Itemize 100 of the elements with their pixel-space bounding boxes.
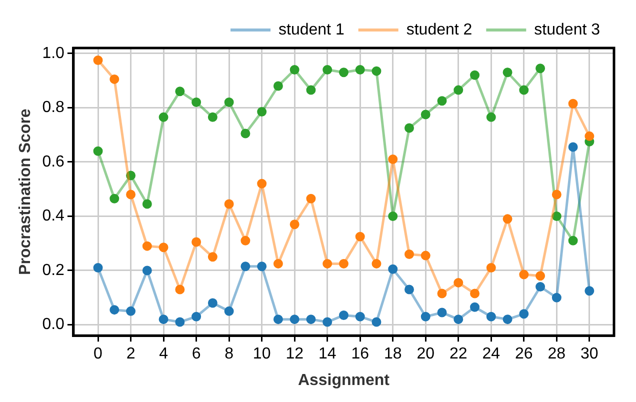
point xyxy=(257,107,267,117)
x-tick-label: 10 xyxy=(252,346,271,363)
point xyxy=(519,85,529,95)
point xyxy=(126,190,136,200)
point xyxy=(486,312,496,322)
point xyxy=(224,98,234,108)
point xyxy=(240,262,250,272)
point xyxy=(322,317,332,327)
point xyxy=(224,306,234,316)
point xyxy=(420,312,430,322)
point xyxy=(420,250,430,260)
x-tick-label: 8 xyxy=(224,346,234,363)
point xyxy=(584,131,594,141)
point xyxy=(142,199,152,209)
point xyxy=(470,70,480,80)
point xyxy=(437,308,447,318)
point xyxy=(486,112,496,122)
x-tick-label: 20 xyxy=(416,346,435,363)
point xyxy=(372,317,382,327)
point xyxy=(175,86,185,96)
point xyxy=(568,98,578,108)
point xyxy=(470,302,480,312)
y-tick-label: 0.2 xyxy=(42,262,65,279)
point xyxy=(290,220,300,230)
y-tick-label: 0.0 xyxy=(42,316,65,334)
x-tick-label: 26 xyxy=(515,346,533,363)
point xyxy=(552,292,562,302)
point xyxy=(454,85,464,95)
point xyxy=(338,258,348,268)
point xyxy=(552,211,562,221)
point xyxy=(519,309,529,319)
point xyxy=(192,237,202,247)
point xyxy=(355,64,365,74)
point xyxy=(257,262,267,272)
point xyxy=(388,264,398,274)
point xyxy=(552,190,562,200)
point xyxy=(338,310,348,320)
point xyxy=(273,314,283,324)
point xyxy=(110,74,120,84)
legend-label: student 3 xyxy=(534,21,600,38)
point xyxy=(158,242,168,252)
point xyxy=(93,146,103,156)
point xyxy=(355,312,365,322)
point xyxy=(192,98,202,108)
x-tick-label: 6 xyxy=(192,346,201,363)
y-tick-label: 0.4 xyxy=(42,208,65,225)
point xyxy=(437,96,447,106)
point xyxy=(502,314,512,324)
point xyxy=(306,194,316,204)
legend-label: student 2 xyxy=(406,21,472,38)
y-axis-title: Procrastination Score xyxy=(17,108,34,275)
point xyxy=(158,314,168,324)
x-tick-label: 18 xyxy=(384,346,402,363)
point xyxy=(568,236,578,246)
point xyxy=(388,154,398,164)
x-tick-label: 4 xyxy=(159,346,168,363)
y-tick-label: 0.6 xyxy=(42,153,65,170)
point xyxy=(192,312,202,322)
point xyxy=(322,258,332,268)
x-tick-label: 16 xyxy=(351,346,370,363)
x-axis-title: Assignment xyxy=(298,372,390,389)
legend-label: student 1 xyxy=(278,21,344,38)
point xyxy=(158,112,168,122)
point xyxy=(372,66,382,76)
x-tick-label: 22 xyxy=(449,346,468,363)
point xyxy=(338,68,348,78)
point xyxy=(306,85,316,95)
point xyxy=(240,236,250,246)
point xyxy=(404,284,414,294)
x-tick-label: 30 xyxy=(580,346,598,363)
point xyxy=(290,64,300,74)
y-tick-label: 0.8 xyxy=(42,99,65,116)
point xyxy=(568,142,578,152)
point xyxy=(126,306,136,316)
point xyxy=(372,258,382,268)
point xyxy=(470,288,480,298)
point xyxy=(536,64,546,74)
x-tick-label: 0 xyxy=(94,346,103,363)
point xyxy=(536,282,546,292)
point xyxy=(126,170,136,180)
point xyxy=(93,55,103,65)
x-tick-label: 24 xyxy=(482,346,500,363)
x-tick-label: 28 xyxy=(548,346,566,363)
point xyxy=(404,123,414,133)
point xyxy=(388,211,398,221)
point xyxy=(110,305,120,315)
point xyxy=(208,252,218,262)
point xyxy=(93,263,103,273)
point xyxy=(584,286,594,296)
point xyxy=(290,314,300,324)
point xyxy=(437,288,447,298)
point xyxy=(486,263,496,273)
point xyxy=(175,317,185,327)
point xyxy=(208,298,218,308)
y-tick-label: 1.0 xyxy=(42,44,65,62)
x-tick-label: 14 xyxy=(318,346,336,363)
point xyxy=(454,278,464,288)
point xyxy=(306,314,316,324)
point xyxy=(502,68,512,78)
point xyxy=(355,232,365,242)
